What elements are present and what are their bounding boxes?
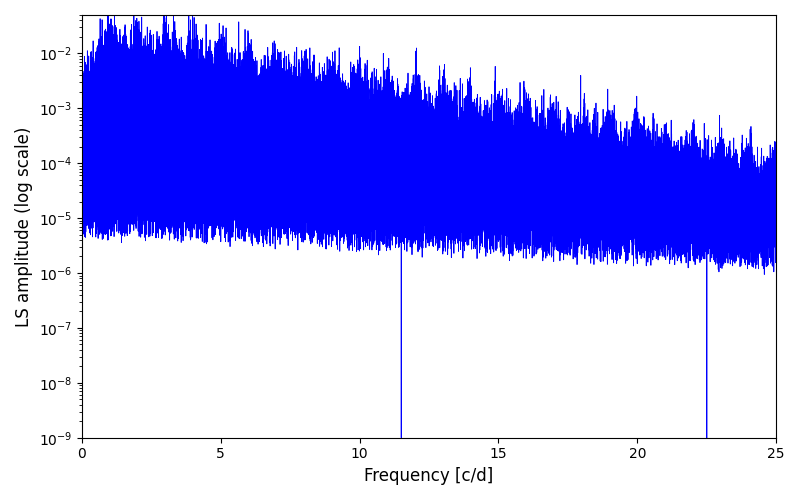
Y-axis label: LS amplitude (log scale): LS amplitude (log scale) [15, 126, 33, 326]
X-axis label: Frequency [c/d]: Frequency [c/d] [364, 467, 494, 485]
